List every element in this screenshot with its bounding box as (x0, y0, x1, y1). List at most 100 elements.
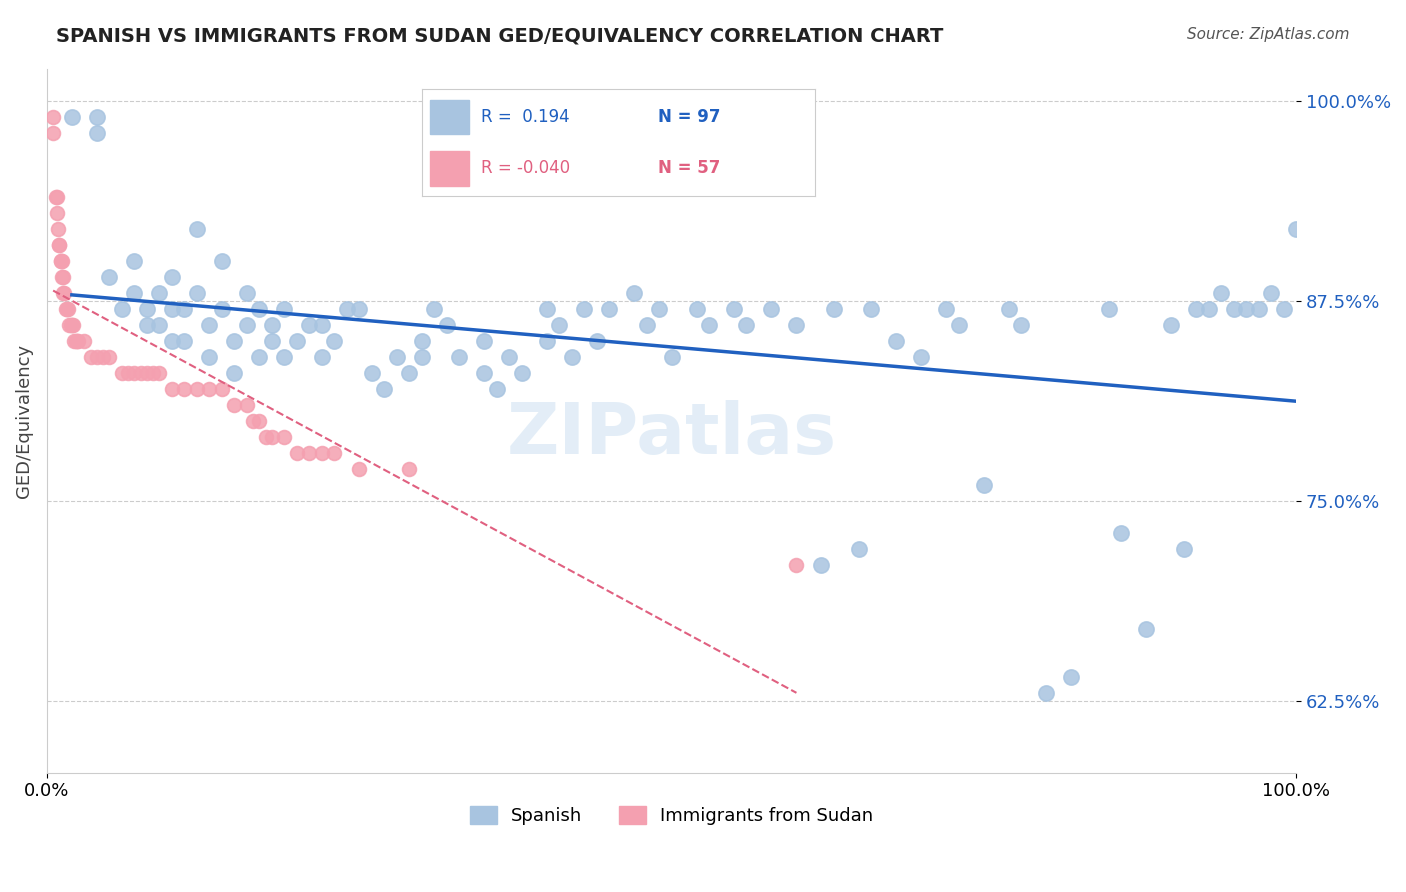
Point (260, 334, 283, 348)
Point (45, 189, 67, 203)
Point (398, 366, 420, 380)
Point (48, 237, 70, 252)
Point (51, 253, 73, 268)
Point (91, 350, 114, 364)
Point (1222, 301, 1244, 316)
Point (124, 366, 146, 380)
Point (1109, 525, 1132, 540)
Point (1260, 285, 1282, 300)
Point (160, 301, 183, 316)
Point (1185, 301, 1208, 316)
Point (536, 334, 558, 348)
Point (935, 301, 957, 316)
Point (236, 398, 259, 412)
Point (472, 334, 495, 348)
Point (211, 382, 233, 396)
Point (723, 301, 745, 316)
Point (273, 350, 295, 364)
Point (423, 301, 446, 316)
Point (98, 350, 121, 364)
Point (498, 350, 520, 364)
Point (236, 318, 259, 332)
Point (135, 318, 157, 332)
Point (311, 318, 333, 332)
Point (323, 334, 346, 348)
Point (51, 269, 73, 284)
Point (411, 334, 433, 348)
Point (510, 366, 533, 380)
Point (636, 318, 658, 332)
Point (561, 350, 583, 364)
Point (148, 285, 170, 300)
Point (67, 334, 90, 348)
Point (273, 430, 295, 444)
Point (385, 350, 408, 364)
Point (260, 430, 283, 444)
Point (472, 366, 495, 380)
Point (449, 350, 471, 364)
Point (1010, 318, 1032, 332)
Point (86, 126, 108, 140)
Point (247, 301, 270, 316)
Point (173, 301, 195, 316)
Point (224, 366, 246, 380)
Point (198, 382, 221, 396)
Text: ZIPatlas: ZIPatlas (506, 401, 837, 469)
Point (1198, 301, 1220, 316)
Text: Source: ZipAtlas.com: Source: ZipAtlas.com (1187, 27, 1350, 42)
Point (211, 301, 233, 316)
Point (485, 382, 508, 396)
Point (323, 445, 346, 459)
Point (347, 461, 370, 475)
Point (436, 318, 458, 332)
Point (52, 285, 75, 300)
Bar (430, 152, 470, 186)
Point (48, 237, 70, 252)
Point (860, 301, 883, 316)
Point (58, 318, 80, 332)
Point (848, 541, 870, 556)
Point (46, 221, 69, 235)
Point (63, 334, 86, 348)
Point (129, 366, 152, 380)
Point (247, 350, 270, 364)
Point (186, 221, 208, 235)
Point (53, 285, 76, 300)
Point (572, 301, 595, 316)
Point (623, 285, 645, 300)
Point (148, 318, 170, 332)
Legend: Spanish, Immigrants from Sudan: Spanish, Immigrants from Sudan (461, 797, 883, 834)
Point (160, 334, 183, 348)
Point (254, 430, 277, 444)
Point (186, 382, 208, 396)
Point (1247, 301, 1270, 316)
Point (360, 366, 382, 380)
Point (42, 126, 65, 140)
Point (52, 269, 75, 284)
Point (1285, 221, 1308, 235)
Point (65, 334, 87, 348)
Point (111, 301, 134, 316)
Point (62, 318, 84, 332)
Text: N = 97: N = 97 (658, 108, 720, 126)
Point (160, 269, 183, 284)
Point (1098, 301, 1121, 316)
Point (411, 350, 433, 364)
Point (186, 285, 208, 300)
Point (336, 301, 359, 316)
Point (910, 350, 932, 364)
Point (536, 301, 558, 316)
Point (598, 301, 620, 316)
Point (1234, 301, 1257, 316)
Point (198, 318, 221, 332)
Point (697, 318, 720, 332)
Point (111, 366, 134, 380)
Point (98, 269, 121, 284)
Point (311, 350, 333, 364)
Point (311, 445, 333, 459)
Point (59, 318, 82, 332)
Point (49, 253, 72, 268)
Point (785, 318, 807, 332)
Point (60, 318, 83, 332)
Point (548, 318, 571, 332)
